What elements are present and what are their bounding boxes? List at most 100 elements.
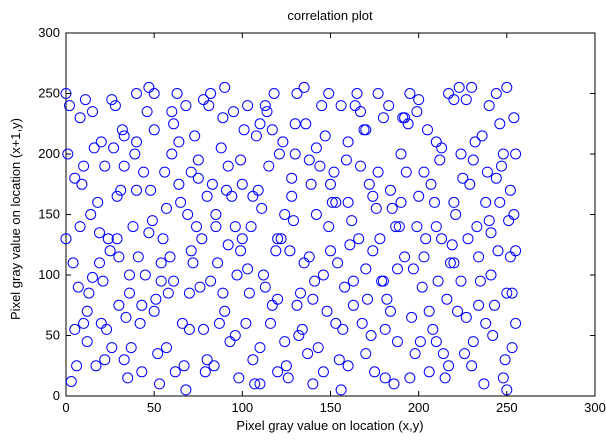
scatter-point: [485, 227, 497, 239]
scatter-point: [404, 88, 416, 99]
scatter-point: [450, 209, 462, 220]
scatter-point: [198, 323, 209, 335]
scatter-point: [323, 221, 335, 233]
y-tick-label: 100: [38, 267, 60, 282]
scatter-point: [268, 88, 280, 99]
scatter-point: [150, 293, 162, 305]
x-tick-label: 100: [231, 400, 253, 415]
scatter-point: [148, 124, 160, 136]
scatter-point: [161, 202, 172, 214]
scatter-point: [330, 196, 342, 208]
scatter-point: [222, 239, 234, 251]
scatter-point: [497, 148, 509, 160]
scatter-point: [125, 342, 137, 354]
scatter-point: [494, 196, 506, 208]
scatter-point: [215, 142, 227, 154]
scatter-point: [118, 354, 130, 366]
scatter-point: [173, 136, 185, 148]
scatter-point: [423, 366, 435, 378]
scatter-point: [377, 112, 389, 124]
scatter-point: [467, 336, 479, 348]
scatter-point: [385, 184, 396, 196]
x-tick-label: 150: [320, 400, 342, 415]
scatter-point: [88, 142, 100, 154]
scatter-point: [446, 239, 458, 251]
scatter-point: [159, 166, 171, 178]
scatter-point: [437, 348, 449, 360]
scatter-point: [404, 372, 416, 384]
scatter-point: [222, 160, 234, 172]
scatter-point: [115, 184, 127, 196]
scatter-point: [194, 281, 206, 293]
scatter-point: [295, 287, 306, 299]
scatter-point: [342, 196, 354, 208]
scatter-point: [296, 323, 308, 335]
scatter-point: [240, 317, 252, 329]
scatter-point: [166, 106, 178, 118]
scatter-point: [355, 160, 366, 172]
scatter-point: [62, 148, 74, 160]
scatter-point: [379, 323, 391, 335]
scatter-point: [217, 287, 229, 299]
scatter-point: [497, 372, 509, 384]
scatter-point: [414, 336, 426, 348]
scatter-point: [455, 148, 467, 160]
scatter-point: [469, 136, 481, 148]
scatter-point: [124, 287, 135, 299]
scatter-point: [411, 221, 423, 233]
scatter-point: [259, 281, 271, 293]
scatter-point: [506, 342, 518, 354]
scatter-point: [508, 209, 520, 220]
scatter-point: [69, 323, 81, 335]
scatter-point: [192, 172, 204, 184]
scatter-point: [508, 112, 520, 124]
scatter-point: [499, 354, 511, 366]
scatter-point: [134, 317, 146, 329]
scatter-point: [504, 184, 516, 196]
scatter-point: [168, 275, 180, 287]
scatter-point: [386, 202, 398, 214]
y-tick-label: 300: [38, 25, 60, 40]
scatter-point: [418, 251, 430, 263]
x-tick-label: 200: [408, 400, 430, 415]
scatter-point: [185, 245, 197, 257]
scatter-point: [81, 336, 93, 348]
scatter-point: [392, 263, 403, 275]
scatter-point: [106, 94, 118, 106]
scatter-point: [462, 233, 474, 245]
scatter-point: [289, 118, 301, 130]
scatter-point: [356, 317, 368, 329]
scatter-point: [432, 275, 444, 287]
scatter-point: [79, 94, 91, 106]
scatter-point: [206, 178, 218, 190]
scatter-point: [300, 118, 312, 130]
scatter-point: [74, 221, 86, 233]
scatter-point: [402, 118, 414, 130]
scatter-point: [429, 196, 440, 208]
scatter-point: [492, 245, 504, 257]
scatter-point: [113, 299, 125, 311]
scatter-point: [367, 245, 379, 257]
scatter-point: [441, 293, 453, 305]
scatter-point: [182, 209, 194, 220]
scatter-point: [122, 372, 134, 384]
scatter-point: [303, 154, 315, 166]
y-tick-label: 150: [38, 207, 60, 222]
scatter-point: [418, 166, 430, 178]
scatter-point: [266, 299, 278, 311]
scatter-point: [90, 360, 102, 372]
scatter-point: [436, 233, 448, 245]
scatter-point: [448, 257, 460, 269]
scatter-point: [362, 293, 373, 305]
scatter-point: [416, 281, 428, 293]
scatter-point: [427, 323, 439, 335]
scatter-point: [411, 106, 423, 118]
scatter-point: [370, 202, 382, 214]
scatter-point: [210, 221, 222, 233]
scatter-point: [459, 348, 470, 360]
scatter-point: [496, 160, 507, 172]
scatter-point: [242, 263, 254, 275]
scatter-point: [180, 100, 192, 112]
scatter-point: [180, 384, 192, 396]
